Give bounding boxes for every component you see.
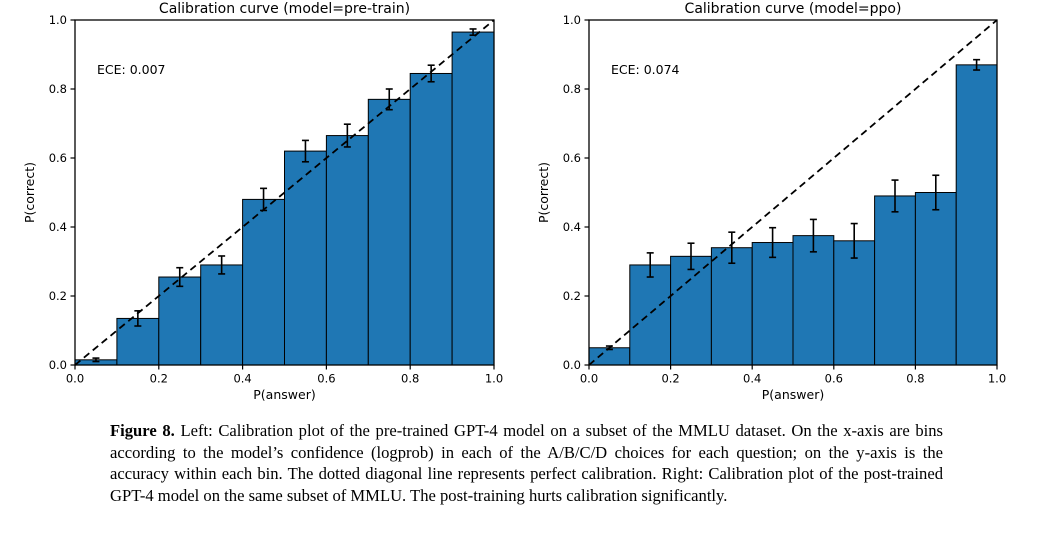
- bar-bin-3: [710, 247, 753, 366]
- y-tick-label: 1.0: [563, 13, 581, 27]
- ece-annotation: ECE: 0.074: [611, 62, 680, 77]
- error-bar-bin-7: [891, 179, 899, 213]
- error-bar-bin-9: [973, 58, 981, 71]
- y-tick-label: 0.4: [563, 220, 581, 234]
- x-tick-label: 0.6: [317, 372, 335, 386]
- y-tick-label: 0.6: [49, 151, 67, 165]
- bar-bin-4: [751, 242, 794, 366]
- bar-bin-8: [914, 192, 957, 366]
- error-bar-bin-4: [260, 187, 268, 212]
- perfect-calibration-line: [588, 19, 998, 366]
- x-tick-label: 0.2: [661, 372, 679, 386]
- error-bar-bin-4: [769, 226, 777, 259]
- y-tick-label: 1.0: [49, 13, 67, 27]
- error-bar-bin-6: [343, 123, 351, 148]
- perfect-calibration-line: [74, 19, 495, 366]
- x-tick-label: 0.8: [401, 372, 419, 386]
- plot-box: [588, 19, 998, 366]
- x-tick-label: 0.4: [743, 372, 761, 386]
- error-bar-bin-8: [932, 174, 940, 211]
- error-bar-bin-3: [218, 255, 226, 275]
- bar-bin-5: [792, 235, 835, 366]
- bar-bin-8: [409, 72, 453, 366]
- error-bar-bin-7: [385, 88, 393, 111]
- calibration-charts-canvas: 0.0 0.2 0.4 0.6 0.8 1.0 0.0 0.2 0.4 0.6 0.8 1.0 Cali…: [22, 1, 1006, 402]
- error-bar-bin-9: [469, 28, 477, 36]
- figure-caption: Figure 8. Left: Calibration plot of the …: [110, 420, 943, 506]
- figure-caption-text: Left: Calibration plot of the pre-traine…: [110, 421, 943, 505]
- error-bar-bin-0: [92, 357, 100, 363]
- bar-bin-4: [242, 198, 286, 366]
- error-bar-bin-2: [176, 266, 184, 288]
- bar-bin-9: [955, 64, 998, 366]
- x-tick-label: 1.0: [988, 372, 1006, 386]
- bar-bin-7: [874, 195, 916, 366]
- bar-bin-0: [588, 347, 631, 366]
- error-bar-bin-6: [850, 222, 858, 259]
- error-bar-bin-5: [301, 139, 309, 163]
- x-tick-label: 0.0: [66, 372, 84, 386]
- x-tick-label: 0.2: [150, 372, 168, 386]
- error-bar-bin-8: [427, 64, 435, 83]
- chart-title: Calibration curve (model=pre-train): [159, 1, 410, 17]
- chart-title: Calibration curve (model=ppo): [685, 1, 902, 17]
- calibration-chart-ppo: [584, 19, 998, 370]
- x-tick-label: 0.4: [233, 372, 251, 386]
- bar-bin-3: [200, 264, 244, 366]
- y-tick-label: 0.8: [563, 82, 581, 96]
- y-tick-label: 0.8: [49, 82, 67, 96]
- x-tick-label: 1.0: [485, 372, 503, 386]
- y-axis-label: P(correct): [536, 162, 551, 223]
- y-tick-label: 0.6: [563, 151, 581, 165]
- plot-box: [74, 19, 495, 366]
- y-tick-label: 0.0: [49, 358, 67, 372]
- ece-annotation: ECE: 0.007: [97, 62, 166, 77]
- calibration-chart-pretrain: [70, 19, 495, 370]
- y-tick-label: 0.0: [563, 358, 581, 372]
- bar-bin-5: [284, 150, 327, 366]
- error-bar-bin-2: [687, 242, 695, 271]
- bar-bin-7: [367, 98, 411, 366]
- bar-bin-2: [670, 255, 712, 366]
- error-bar-bin-3: [728, 231, 736, 265]
- error-bar-bin-1: [134, 310, 142, 327]
- figure-caption-label: Figure 8.: [110, 421, 175, 440]
- bar-bin-6: [325, 135, 369, 366]
- x-tick-label: 0.0: [580, 372, 598, 386]
- x-tick-label: 0.8: [906, 372, 924, 386]
- error-bar-bin-5: [809, 218, 817, 253]
- y-tick-label: 0.4: [49, 220, 67, 234]
- y-tick-label: 0.2: [49, 289, 67, 303]
- x-axis-label: P(answer): [762, 387, 824, 402]
- error-bar-bin-0: [605, 345, 613, 351]
- bar-bin-1: [629, 264, 672, 366]
- x-tick-label: 0.6: [825, 372, 843, 386]
- bar-bin-9: [451, 31, 495, 366]
- y-axis-label: P(correct): [22, 162, 37, 223]
- bar-bin-6: [833, 240, 876, 366]
- y-tick-label: 0.2: [563, 289, 581, 303]
- x-axis-label: P(answer): [253, 387, 315, 402]
- error-bar-bin-1: [646, 252, 654, 278]
